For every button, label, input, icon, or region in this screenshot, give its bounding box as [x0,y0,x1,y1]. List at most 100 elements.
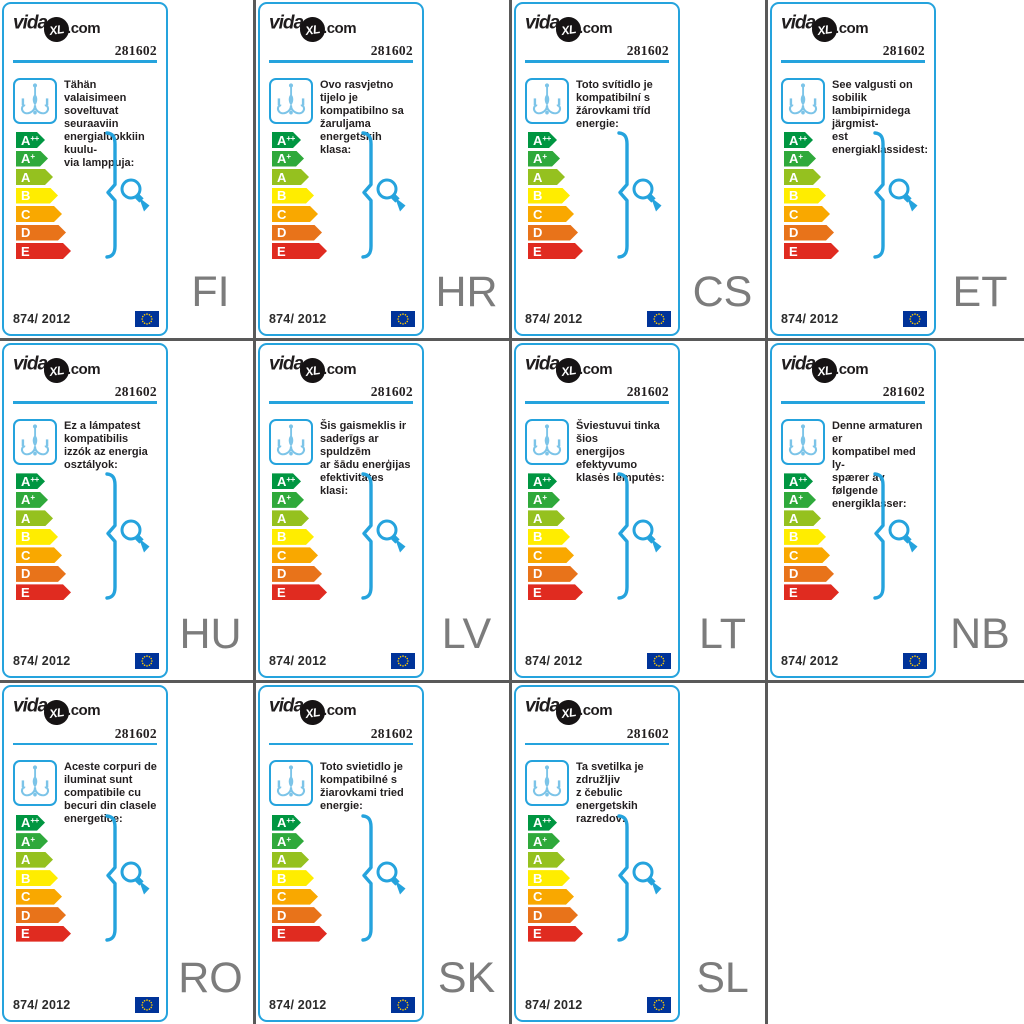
text-line: Toto svietidlo je [320,761,403,774]
text-line: Aceste corpuri de [64,761,157,774]
text-line: ar šādu enerģijas [320,458,411,471]
empty-cell [768,682,1024,1024]
energy-arrow-D: D [528,225,578,241]
regulation-number: 874/ 2012 [13,998,71,1012]
energy-arrow-A: A [784,169,821,185]
eu-flag-icon [647,311,671,328]
energy-arrow-A: A [528,169,565,185]
energy-arrow-E: E [16,243,71,259]
chandelier-icon [525,77,569,124]
vidaxl-logo: vida XL .com [13,12,157,44]
logo-vida-text: vida [781,353,816,375]
divider-rule [269,60,413,63]
energy-arrow-E: E [784,584,839,600]
energy-arrow-A++: A++ [16,473,45,489]
energy-arrow-A++: A++ [272,132,301,148]
energy-label-card: vida XL .com 281602 [2,343,168,678]
product-number: 281602 [114,384,157,400]
energy-arrow-A+: A+ [528,151,560,167]
energy-arrow-E: E [272,926,327,942]
energy-arrow-B: B [272,870,314,886]
energy-arrow-E: E [528,926,583,942]
energy-class-arrows: A++ A+ A B C D E [528,815,678,942]
text-line: kompatibilis [64,432,129,445]
regulation-number: 874/ 2012 [525,312,583,327]
energy-arrow-D: D [528,566,578,582]
compatibility-text: Ez a lámpatest kompatibilis izzók az energ… [64,419,148,472]
divider-rule [13,60,157,63]
energy-class-arrows: A++ A+ A B C D E [528,132,678,259]
energy-label-cell: vida XL .com 281602 [0,341,256,683]
energy-arrow-B: B [784,188,826,204]
energy-label-card: vida XL .com 281602 [770,2,936,337]
energy-label-cell: vida XL .com 281602 [0,0,256,342]
energy-arrow-A: A [528,510,565,526]
text-line: iluminat sunt [64,774,133,787]
regulation-number: 874/ 2012 [525,653,583,668]
energy-arrow-B: B [784,529,826,545]
chandelier-icon [13,77,57,124]
energy-arrow-A: A [272,852,309,868]
energy-label-card: vida XL .com 281602 [2,2,168,337]
eu-flag-icon [903,311,927,328]
logo-com-text: .com [579,19,613,37]
divider-rule [525,401,669,404]
logo-com-text: .com [579,702,613,720]
product-number: 281602 [370,725,413,741]
logo-vida-text: vida [269,695,304,717]
text-line: kompatibel med ly- [832,445,916,471]
energy-arrow-D: D [272,907,322,923]
divider-rule [13,401,157,404]
compatibility-text: See valgusti on sobilik lambipirnidega jä… [832,78,928,157]
energy-arrow-B: B [272,529,314,545]
vidaxl-logo: vida XL .com [781,12,925,44]
brace-and-bulb-icon [105,131,150,259]
energy-arrow-A+: A+ [16,492,48,508]
compatibility-text: Šviestuvui tinka šios energijos efektyvum… [576,419,669,485]
language-code: LV [441,609,492,658]
divider-rule [781,401,925,404]
energy-arrow-C: C [16,547,62,563]
regulation-number: 874/ 2012 [525,998,583,1012]
eu-flag-icon [647,997,671,1013]
energy-label-card: vida XL .com 281602 [258,684,424,1022]
language-code: SL [696,954,749,1002]
text-line: spærer av følgende [832,471,885,497]
text-line: klasės lemputės: [576,471,665,484]
divider-rule [525,60,669,63]
energy-arrow-E: E [528,584,583,600]
energy-arrow-C: C [784,206,830,222]
energy-arrow-C: C [16,206,62,222]
language-code: HU [179,609,242,658]
divider-rule [269,401,413,404]
compatibility-text: Denne armaturen er kompatibel med ly-spær… [832,419,925,511]
text-line: žiarovkami tried [320,787,404,800]
text-line: becuri din clasele [64,800,157,813]
brace-and-bulb-icon [361,131,406,259]
energy-label-card: vida XL .com 281602 [2,684,168,1022]
energy-arrow-C: C [528,206,574,222]
text-line: via lamppuja: [64,156,135,169]
eu-flag-icon [391,311,415,328]
energy-arrow-C: C [272,889,318,905]
energy-arrow-E: E [16,926,71,942]
energy-arrow-A+: A+ [272,833,304,849]
logo-vida-text: vida [525,353,560,375]
text-line: kompatibilné s [320,774,398,787]
product-number: 281602 [626,384,669,400]
text-line: energialuokkiin kuulu- [64,130,145,156]
energy-arrow-E: E [784,243,839,259]
brace-and-bulb-icon [873,131,918,259]
energy-arrow-A+: A+ [16,151,48,167]
vidaxl-logo: vida XL .com [13,695,157,727]
energy-arrow-A: A [272,169,309,185]
vidaxl-logo: vida XL .com [13,353,157,385]
energy-class-arrows: A++ A+ A B C D E [16,473,166,600]
brace-and-bulb-icon [361,813,406,942]
energy-label-card: vida XL .com 281602 [514,343,680,678]
product-number: 281602 [370,43,413,58]
logo-vida-text: vida [525,12,560,34]
compatibility-text: Toto svietidlo je kompatibilné s žiarovkam… [320,760,404,813]
compatibility-text: Šis gaismeklis ir saderīgs ar spuldzēm ar … [320,419,413,498]
